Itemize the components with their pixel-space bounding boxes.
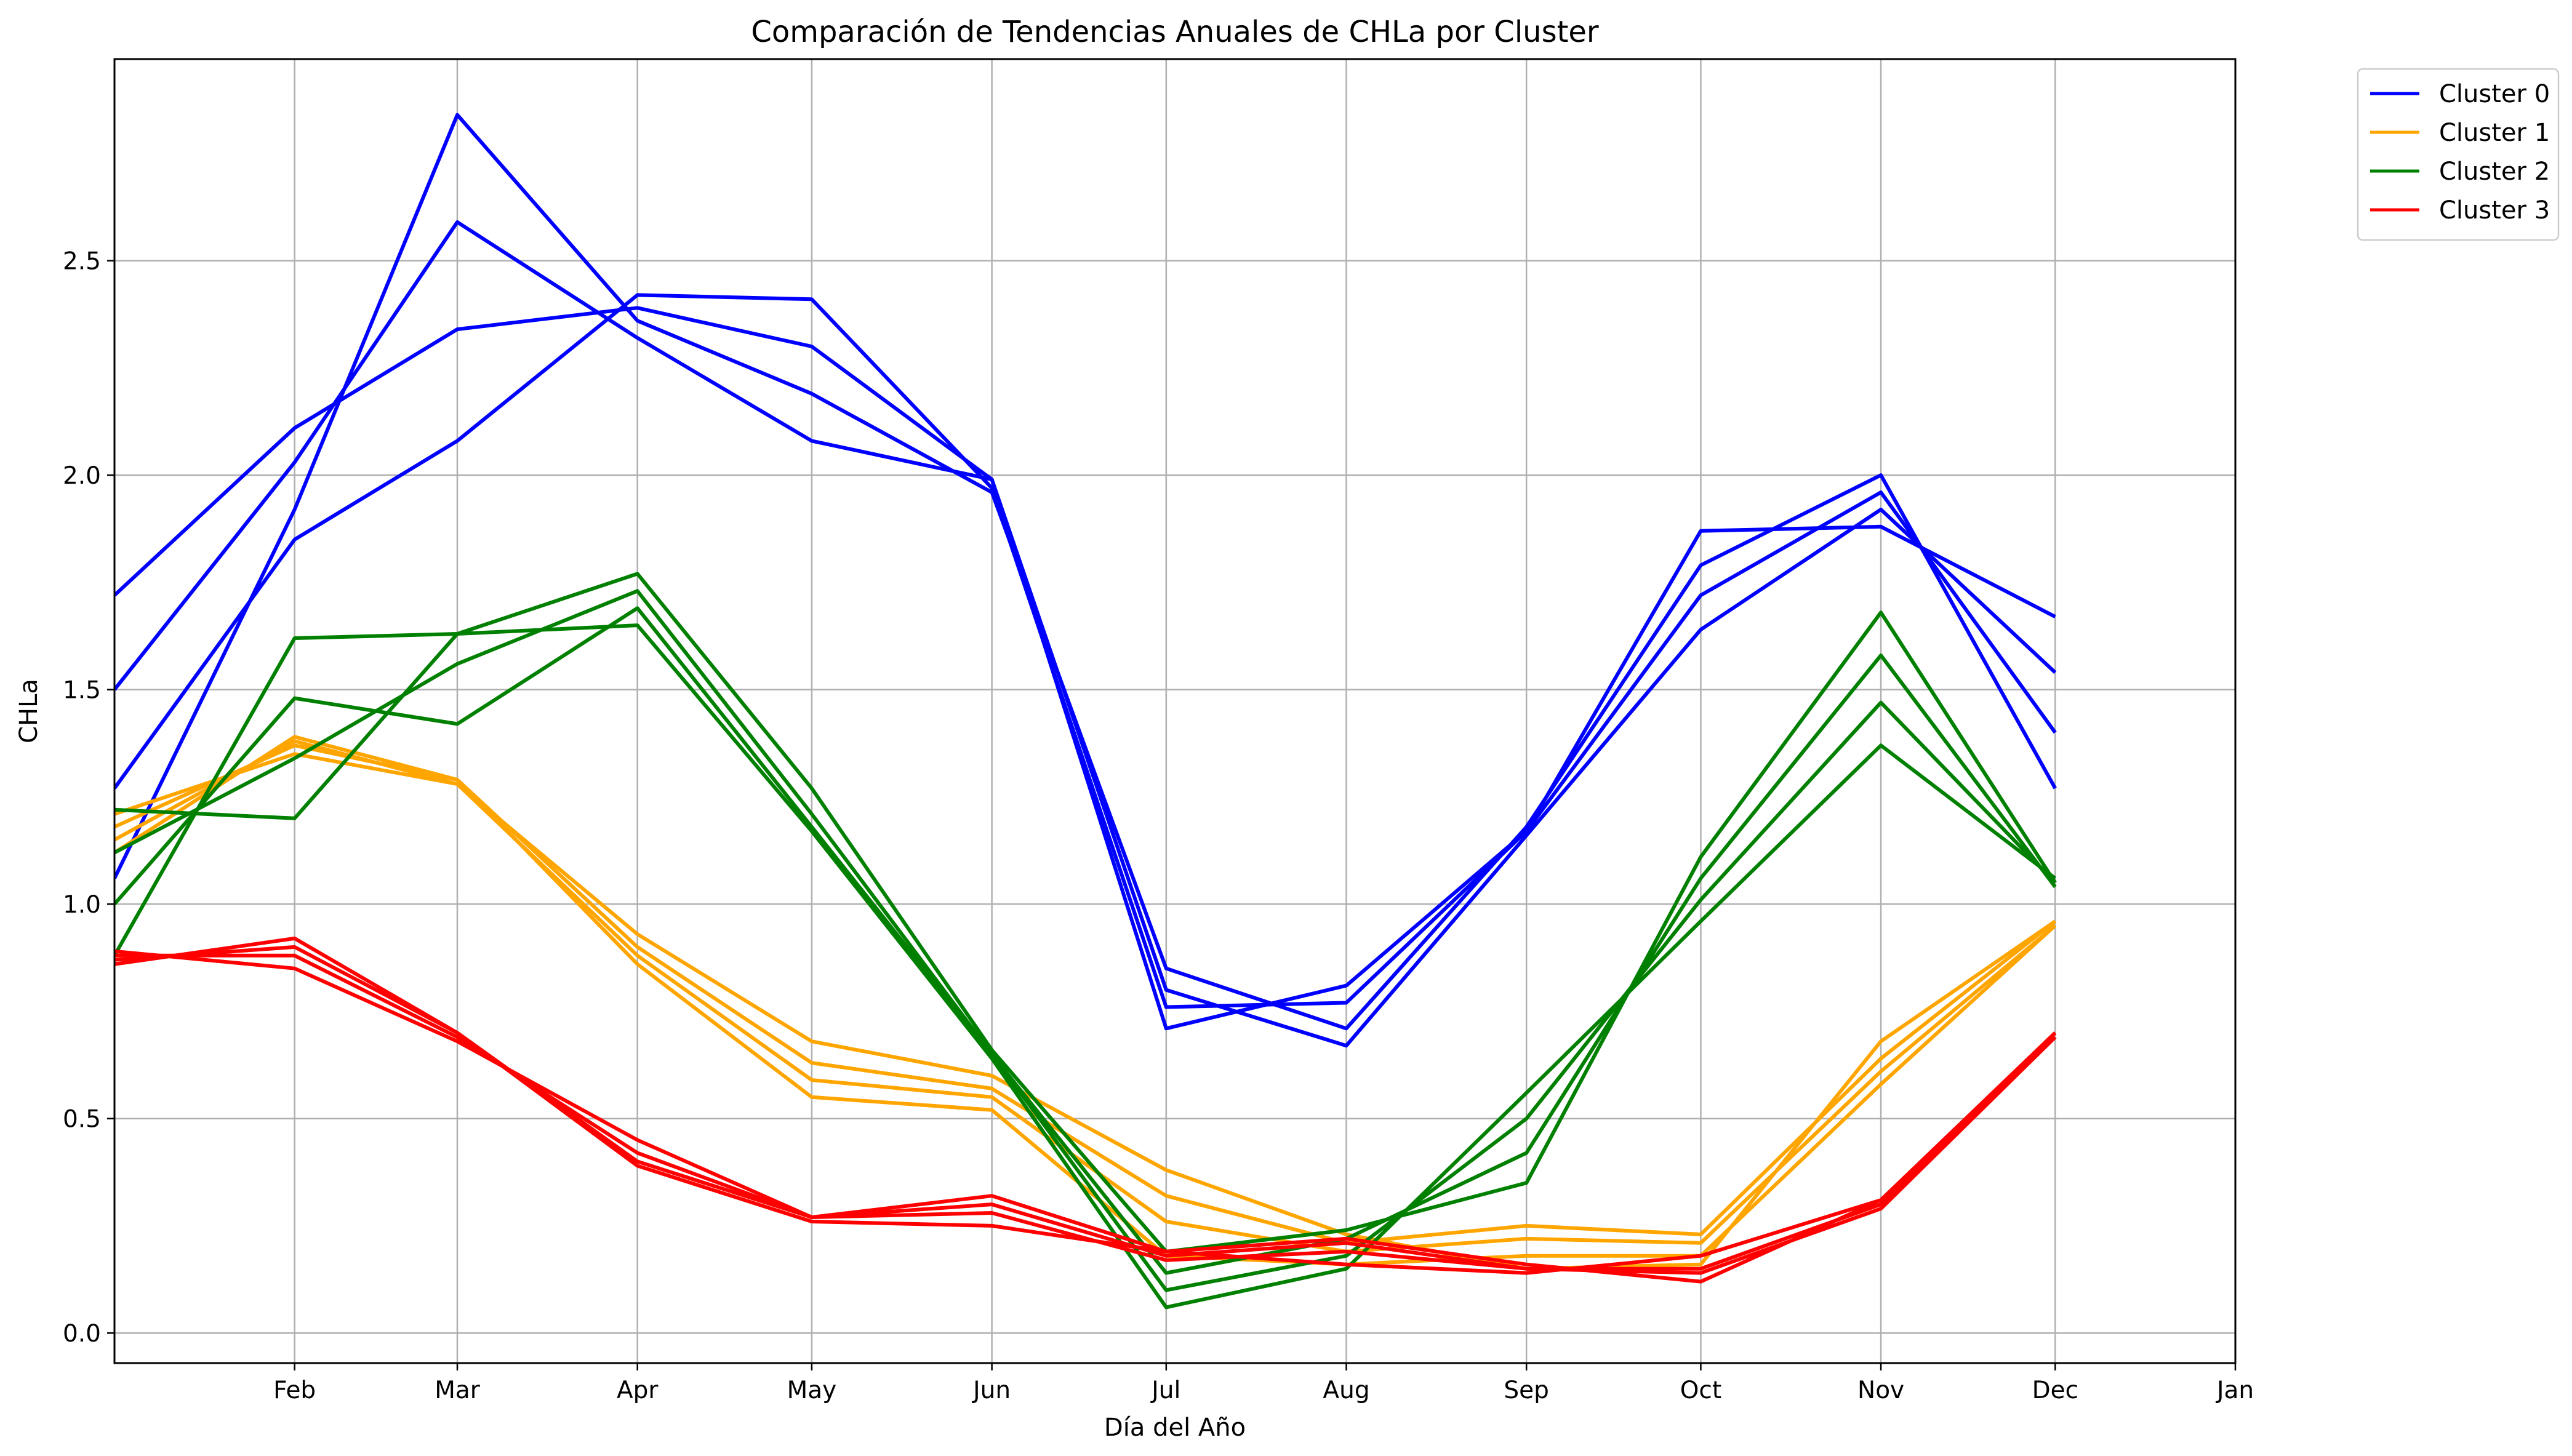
series-line-cluster-3-15 [114, 936, 2057, 1284]
y-tick-label: 2.0 [63, 462, 101, 490]
y-tick-label: 2.5 [63, 248, 101, 276]
chart-title: Comparación de Tendencias Anuales de CHL… [751, 15, 1599, 49]
legend-label: Cluster 2 [2439, 158, 2550, 186]
x-tick-label: Feb [273, 1377, 316, 1404]
y-axis-label: CHLa [15, 679, 43, 743]
x-axis-label: Día del Año [1104, 1414, 1246, 1442]
plot-frame [113, 58, 2237, 1364]
y-axis-ticks: 0.0 0.5 1.0 1.5 2.0 2.5 [63, 248, 114, 1348]
series-line-cluster-0-3 [114, 113, 2057, 1031]
x-tick-label: Oct [1680, 1377, 1721, 1404]
grid-lines [114, 59, 2237, 1363]
legend-label: Cluster 1 [2439, 119, 2550, 147]
x-tick-label: Sep [1504, 1377, 1549, 1404]
series-group [114, 113, 2057, 1310]
legend-label: Cluster 0 [2439, 80, 2550, 108]
x-tick-label: Jun [971, 1377, 1011, 1404]
series-line-cluster-2-11 [114, 623, 2057, 1310]
x-tick-label: Mar [435, 1377, 481, 1404]
y-tick-label: 1.0 [63, 891, 101, 919]
series-line-cluster-0-0 [114, 306, 2056, 1031]
y-tick-label: 0.0 [63, 1320, 101, 1348]
x-axis-ticks: Feb Mar Apr May Jun Jul Aug Sep Oct Nov Dec Jan [273, 1363, 2254, 1404]
series-line-cluster-3-12 [114, 949, 2057, 1275]
x-tick-label: May [787, 1377, 837, 1404]
series-line-cluster-0-2 [114, 293, 2057, 1009]
series-line-cluster-3-13 [114, 953, 2057, 1271]
series-line-cluster-2-9 [114, 589, 2057, 1275]
x-tick-label: Apr [617, 1377, 659, 1404]
x-tick-label: Jul [1150, 1377, 1180, 1404]
y-tick-label: 1.5 [63, 677, 101, 705]
series-line-cluster-1-6 [114, 739, 2057, 1254]
x-tick-label: Jan [2215, 1377, 2254, 1404]
x-tick-label: Dec [2032, 1377, 2078, 1404]
series-line-cluster-2-8 [114, 572, 2057, 1254]
series-lines [114, 113, 2057, 1310]
series-line-cluster-2-10 [114, 606, 2057, 1292]
legend-box [2357, 68, 2560, 241]
y-tick-label: 0.5 [63, 1106, 101, 1134]
legend-label: Cluster 3 [2439, 196, 2550, 225]
legend: Cluster 0 Cluster 1 Cluster 2 Cluster 3 [2357, 68, 2560, 241]
x-tick-label: Nov [1857, 1377, 1904, 1404]
x-tick-label: Aug [1323, 1377, 1369, 1404]
